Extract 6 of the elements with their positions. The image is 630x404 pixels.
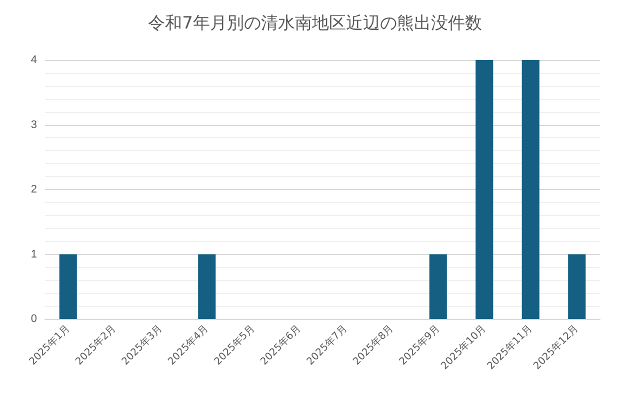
y-tick-label: 1	[30, 248, 37, 260]
chart-title: 令和7年月別の清水南地区近辺の熊出没件数	[148, 14, 482, 34]
y-tick-label: 4	[30, 54, 37, 66]
y-tick-label: 2	[30, 184, 37, 196]
y-tick-label: 0	[30, 313, 37, 325]
y-tick-label: 3	[30, 118, 37, 131]
